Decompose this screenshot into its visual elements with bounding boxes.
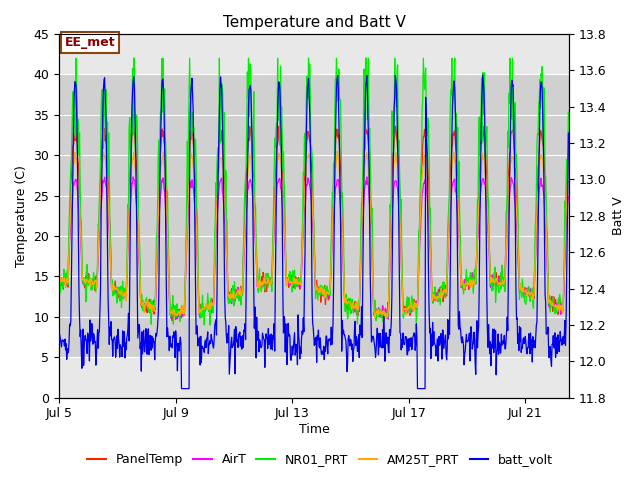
Text: EE_met: EE_met	[65, 36, 115, 49]
Legend: PanelTemp, AirT, NR01_PRT, AM25T_PRT, batt_volt: PanelTemp, AirT, NR01_PRT, AM25T_PRT, ba…	[82, 448, 558, 471]
Bar	[59, 74, 569, 357]
Y-axis label: Temperature (C): Temperature (C)	[15, 165, 28, 267]
Title: Temperature and Batt V: Temperature and Batt V	[223, 15, 406, 30]
Y-axis label: Batt V: Batt V	[612, 196, 625, 235]
X-axis label: Time: Time	[299, 423, 330, 436]
